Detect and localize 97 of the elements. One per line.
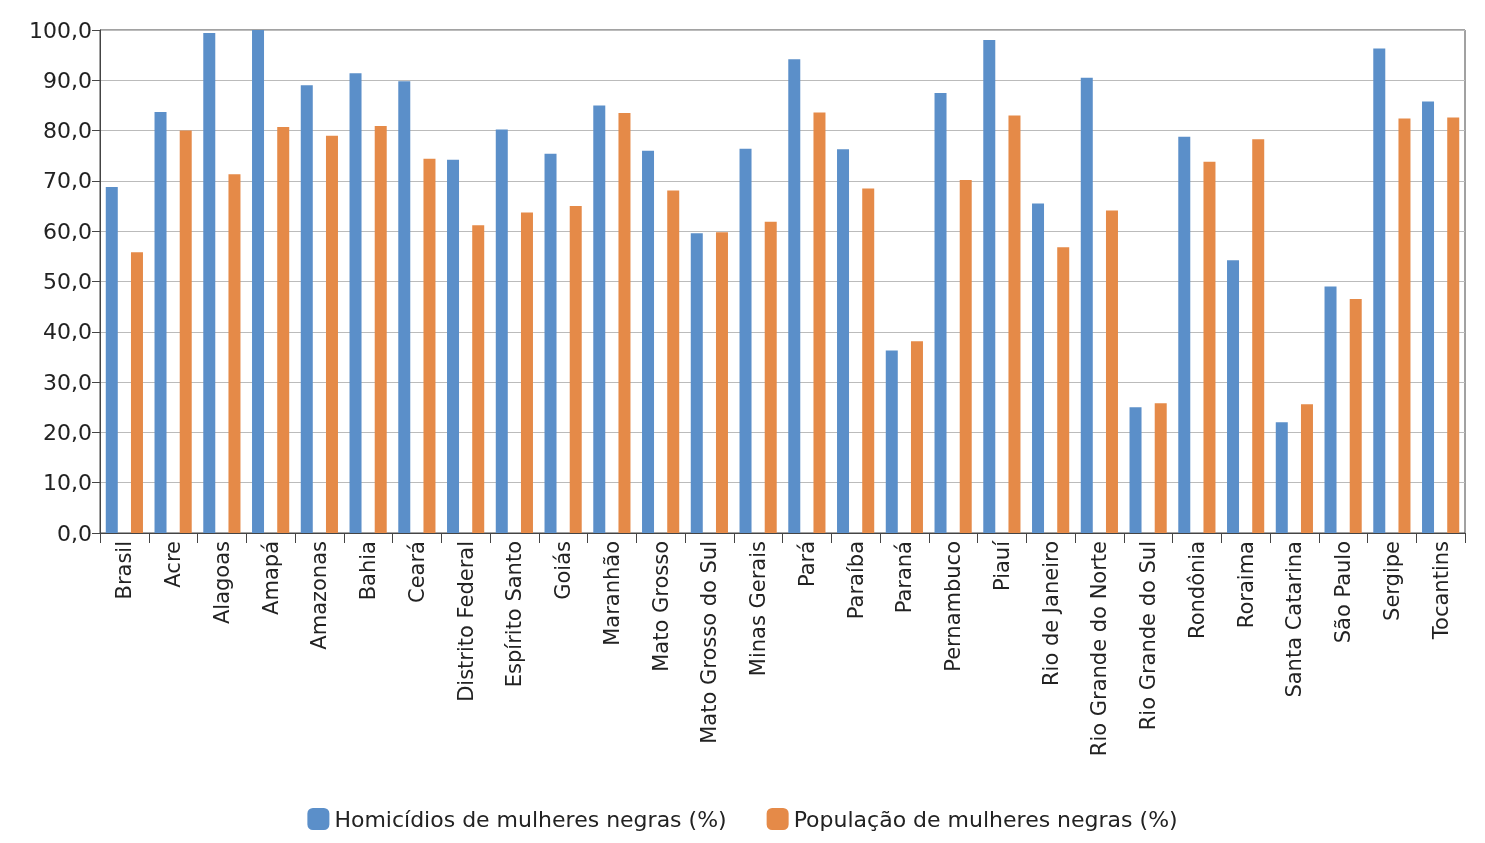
bar	[1129, 407, 1142, 533]
bar	[130, 252, 143, 533]
x-tick-label: Pará	[794, 541, 819, 588]
x-tick-label: Rio Grande do Norte	[1087, 541, 1112, 757]
x-tick-label: Tocantins	[1428, 541, 1453, 641]
bar	[642, 150, 655, 533]
x-tick-label: Pernambuco	[941, 541, 966, 672]
bar	[667, 190, 680, 533]
x-tick-label: Espírito Santo	[502, 541, 527, 688]
x-tick-label: Amapá	[258, 541, 283, 615]
x-tick-label: Roraima	[1233, 541, 1258, 629]
bar	[1300, 404, 1313, 533]
legend-label: População de mulheres negras (%)	[793, 806, 1178, 832]
bar	[105, 186, 118, 533]
bar	[813, 112, 826, 533]
bar	[910, 341, 923, 533]
x-tick-label: Ceará	[404, 541, 429, 603]
bar	[1324, 286, 1337, 533]
bar	[934, 92, 947, 533]
bar	[520, 212, 533, 533]
x-tick-label: Bahia	[356, 541, 381, 601]
bar	[1422, 101, 1435, 533]
bar	[1032, 203, 1045, 533]
bar	[593, 105, 606, 533]
bar	[447, 159, 460, 533]
legend-label: Homicídios de mulheres negras (%)	[334, 806, 727, 832]
bar	[1275, 422, 1288, 533]
x-tick-label: Amazonas	[307, 541, 332, 650]
y-tick-label: 20,0	[43, 419, 92, 445]
bar	[228, 174, 241, 533]
x-tick-label: Paraíba	[843, 541, 868, 620]
x-tick-label: Sergipe	[1379, 541, 1404, 621]
bar	[983, 40, 996, 533]
bar	[569, 206, 582, 533]
x-tick-label: Rio de Janeiro	[1038, 541, 1063, 687]
x-tick-label: Brasil	[112, 541, 137, 600]
bar	[203, 33, 216, 533]
bar	[1227, 260, 1240, 533]
y-tick-label: 100,0	[29, 17, 92, 43]
bar	[1349, 299, 1362, 533]
bar	[300, 85, 313, 533]
bar	[398, 81, 411, 533]
bar	[1178, 136, 1191, 533]
bar	[959, 179, 972, 533]
bar	[495, 129, 508, 533]
bar	[349, 73, 362, 533]
y-tick-label: 70,0	[43, 168, 92, 194]
y-tick-label: 40,0	[43, 319, 92, 345]
bar	[325, 135, 338, 533]
bar	[1008, 115, 1021, 533]
bar	[179, 130, 192, 533]
bar	[423, 158, 436, 533]
y-tick-label: 80,0	[43, 118, 92, 144]
bar	[1373, 48, 1386, 533]
bar	[1203, 161, 1216, 533]
y-tick-label: 0,0	[57, 520, 92, 546]
bar	[1252, 139, 1265, 533]
bar	[472, 225, 485, 533]
x-tick-label: Distrito Federal	[453, 541, 478, 702]
bar	[277, 127, 290, 533]
x-tick-label: Alagoas	[209, 541, 234, 625]
bar	[1398, 118, 1411, 533]
x-tick-label: Paraná	[892, 541, 917, 614]
x-tick-label: Maranhão	[599, 541, 624, 646]
bar	[1154, 403, 1167, 533]
bar	[739, 148, 752, 533]
bar	[154, 111, 167, 533]
bar	[1447, 117, 1460, 533]
bar	[374, 126, 387, 533]
y-tick-label: 50,0	[43, 269, 92, 294]
bar	[837, 149, 850, 533]
x-tick-label: Rio Grande do Sul	[1136, 541, 1161, 731]
bar	[788, 59, 801, 533]
x-tick-label: Goiás	[551, 541, 576, 600]
y-tick-label: 30,0	[43, 369, 92, 395]
x-tick-label: Minas Gerais	[746, 541, 771, 677]
bar	[885, 350, 898, 533]
bar	[1080, 77, 1093, 533]
x-tick-label: Mato Grosso do Sul	[697, 541, 722, 744]
bar	[618, 113, 631, 533]
bar	[715, 232, 728, 533]
bar	[252, 30, 265, 533]
bar	[1105, 210, 1118, 533]
x-tick-label: Santa Catarina	[1282, 541, 1307, 698]
bar	[1057, 247, 1070, 533]
x-tick-label: Piauí	[989, 539, 1014, 592]
bar	[544, 153, 557, 533]
y-tick-label: 10,0	[43, 470, 92, 496]
y-tick-label: 60,0	[43, 218, 92, 244]
bar	[690, 233, 703, 533]
bar	[862, 188, 875, 533]
x-tick-label: Acre	[161, 541, 186, 588]
x-tick-label: Rondônia	[1184, 541, 1209, 639]
y-tick-label: 90,0	[43, 67, 92, 93]
bar	[764, 221, 777, 533]
x-tick-label: São Paulo	[1331, 541, 1356, 644]
x-tick-label: Mato Grosso	[648, 541, 673, 672]
